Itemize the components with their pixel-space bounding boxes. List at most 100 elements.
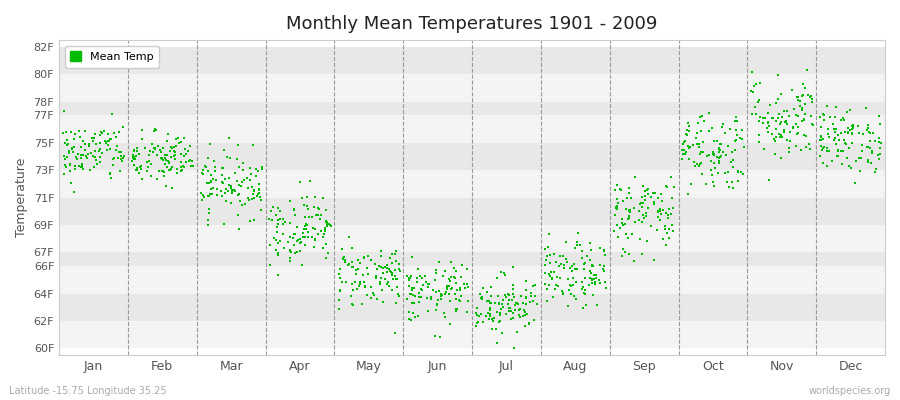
- Point: [203, 191, 218, 197]
- Point: [540, 252, 554, 259]
- Point: [491, 319, 506, 325]
- Point: [653, 206, 668, 212]
- Point: [752, 139, 766, 146]
- Point: [336, 256, 350, 262]
- Point: [793, 98, 807, 104]
- Point: [58, 128, 73, 135]
- Point: [757, 146, 771, 152]
- Point: [100, 147, 114, 154]
- Point: [94, 129, 108, 136]
- Point: [453, 285, 467, 292]
- Point: [443, 320, 457, 327]
- Point: [60, 136, 75, 143]
- Point: [768, 151, 782, 158]
- Point: [615, 216, 629, 222]
- Point: [791, 94, 806, 100]
- Point: [814, 124, 828, 130]
- Point: [641, 190, 655, 197]
- Point: [576, 305, 590, 311]
- Point: [374, 281, 388, 288]
- Point: [164, 154, 178, 160]
- Point: [552, 263, 566, 269]
- Point: [387, 330, 401, 336]
- Point: [57, 108, 71, 114]
- Point: [854, 142, 868, 148]
- Point: [814, 136, 828, 143]
- Point: [442, 283, 456, 289]
- Point: [127, 147, 141, 153]
- Point: [178, 146, 193, 152]
- Point: [548, 286, 562, 292]
- Point: [562, 286, 576, 293]
- Point: [110, 143, 124, 149]
- Point: [283, 255, 297, 261]
- Point: [209, 176, 223, 183]
- Point: [245, 196, 259, 202]
- Point: [681, 128, 696, 134]
- Point: [800, 67, 814, 74]
- Point: [350, 286, 365, 292]
- Point: [766, 115, 780, 121]
- Point: [254, 207, 268, 214]
- Point: [513, 306, 527, 312]
- Point: [524, 290, 538, 296]
- Point: [543, 252, 557, 258]
- Point: [436, 310, 451, 316]
- Point: [232, 191, 247, 197]
- Point: [112, 168, 127, 174]
- Point: [338, 258, 353, 265]
- Point: [485, 325, 500, 332]
- Point: [155, 154, 169, 161]
- Point: [271, 240, 285, 246]
- Point: [454, 262, 469, 268]
- Point: [145, 141, 159, 148]
- Point: [480, 289, 494, 295]
- Point: [517, 307, 531, 313]
- Point: [511, 312, 526, 318]
- Point: [333, 266, 347, 272]
- Point: [494, 300, 508, 307]
- Point: [860, 157, 875, 163]
- Point: [580, 302, 594, 308]
- Point: [374, 247, 388, 254]
- Point: [195, 167, 210, 173]
- Point: [404, 254, 419, 260]
- Point: [405, 284, 419, 291]
- Bar: [59, 170, 885, 198]
- Point: [218, 176, 232, 182]
- Point: [373, 279, 387, 286]
- Point: [575, 248, 590, 254]
- Point: [693, 151, 707, 158]
- Point: [302, 214, 316, 220]
- Point: [598, 252, 612, 258]
- Point: [269, 237, 284, 244]
- Point: [244, 171, 258, 178]
- Point: [68, 163, 82, 170]
- Point: [217, 221, 231, 228]
- Point: [135, 175, 149, 182]
- Point: [620, 195, 634, 202]
- Point: [615, 220, 629, 226]
- Point: [140, 168, 154, 174]
- Point: [735, 127, 750, 133]
- Point: [815, 136, 830, 142]
- Point: [570, 242, 584, 248]
- Point: [270, 272, 284, 278]
- Point: [442, 276, 456, 282]
- Point: [241, 197, 256, 204]
- Point: [658, 222, 672, 229]
- Point: [831, 148, 845, 154]
- Point: [499, 311, 513, 317]
- Point: [564, 282, 579, 289]
- Point: [114, 156, 129, 162]
- Point: [696, 139, 710, 145]
- Point: [83, 166, 97, 173]
- Point: [401, 277, 416, 283]
- Point: [385, 251, 400, 257]
- Point: [353, 280, 367, 287]
- Point: [851, 122, 866, 129]
- Point: [385, 260, 400, 266]
- Point: [203, 186, 218, 192]
- Point: [440, 284, 454, 290]
- Point: [61, 149, 76, 156]
